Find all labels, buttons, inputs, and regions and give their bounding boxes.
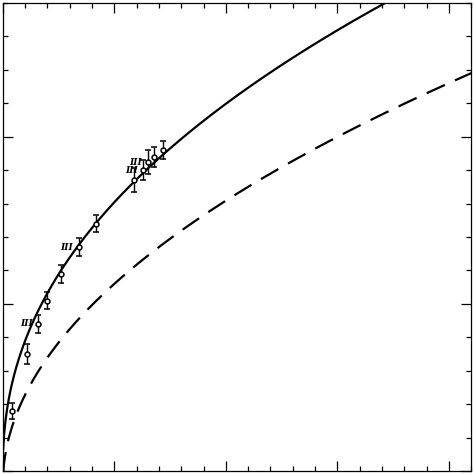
Text: III: III — [130, 157, 142, 166]
Text: III: III — [125, 165, 138, 174]
Text: III: III — [20, 319, 33, 328]
Text: III: III — [61, 243, 73, 252]
